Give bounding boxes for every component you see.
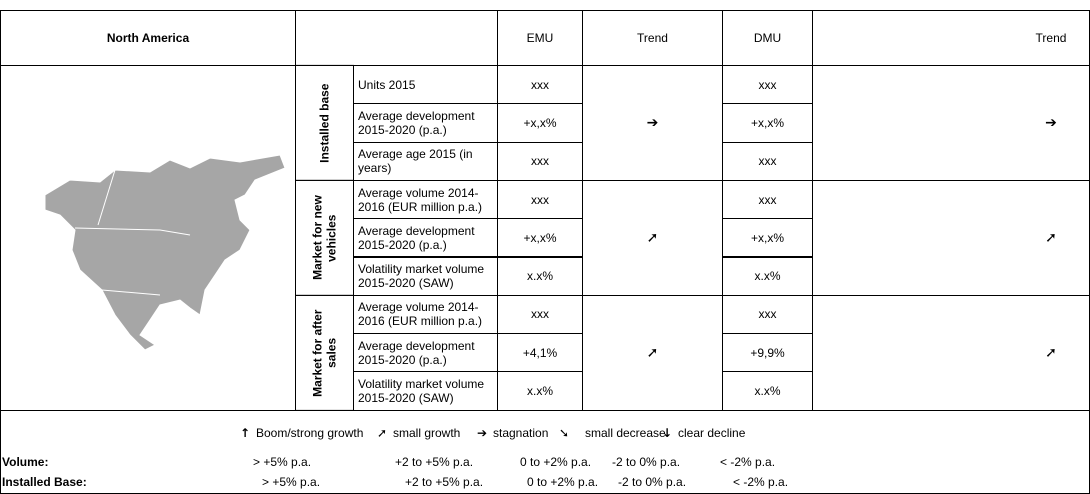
- emu-value: +x,x%: [497, 103, 583, 143]
- emu-value: xxx: [497, 141, 583, 181]
- item: Average development 2015-2020 (p.a.): [353, 218, 498, 258]
- header-column: Trend: [582, 10, 723, 66]
- item: Average volume 2014-2016 (EUR million p.…: [353, 179, 498, 220]
- emu-value: x.x%: [497, 371, 583, 411]
- dmu-value: xxx: [722, 179, 813, 220]
- legend-symbol: ➔: [477, 425, 488, 440]
- item: Average age 2015 (in years): [353, 141, 498, 181]
- dmu-value: xxx: [722, 294, 813, 335]
- legend-value: 0 to +2% p.a.: [527, 474, 599, 489]
- legend-row-label: Volume:: [2, 454, 49, 469]
- legend-value: > +5% p.a.: [253, 454, 312, 469]
- dmu-value: x.x%: [722, 256, 813, 296]
- dmu-value: +x,x%: [722, 103, 813, 143]
- emu-value: xxx: [497, 294, 583, 335]
- legend-text: stagnation: [493, 425, 549, 440]
- emu-value: xxx: [497, 65, 583, 105]
- legend-text: clear decline: [678, 425, 746, 440]
- legend-value: > +5% p.a.: [262, 474, 321, 489]
- legend-symbol: ↑: [240, 425, 251, 440]
- trend: ➚: [582, 294, 723, 411]
- legend-value: < -2% p.a.: [720, 454, 776, 469]
- dmu-value: +x,x%: [722, 218, 813, 258]
- dmu-value: +9,9%: [722, 333, 813, 373]
- legend-row-label: Installed Base:: [2, 474, 87, 489]
- item: Average development 2015-2020 (p.a.): [353, 103, 498, 143]
- legend-value: -2 to 0% p.a.: [618, 474, 687, 489]
- legend-symbol: ↓: [662, 425, 673, 440]
- legend-symbol: ➚: [377, 425, 388, 440]
- item: Units 2015: [353, 65, 498, 105]
- legend-text: small growth: [393, 425, 461, 440]
- header-region: North America: [0, 10, 296, 66]
- legend-value: < -2% p.a.: [733, 474, 789, 489]
- legend-text: small decrease: [585, 425, 666, 440]
- map: [44, 154, 286, 351]
- dmu-value: xxx: [722, 141, 813, 181]
- legend-value: 0 to +2% p.a.: [520, 454, 592, 469]
- legend-value: -2 to 0% p.a.: [612, 454, 681, 469]
- legend-symbol: ➘: [559, 425, 570, 440]
- legend-value: +2 to +5% p.a.: [395, 454, 474, 469]
- dmu-value: x.x%: [722, 371, 813, 411]
- dmu-value: xxx: [722, 65, 813, 105]
- header-blank: [295, 10, 498, 66]
- section-label: Installed base: [295, 65, 354, 181]
- emu-value: +x,x%: [497, 218, 583, 258]
- section-label: Market for new vehicles: [295, 179, 354, 296]
- item: Average development 2015-2020 (p.a.): [353, 333, 498, 373]
- trend: ➚: [812, 294, 1090, 411]
- item: Average volume 2014-2016 (EUR million p.…: [353, 294, 498, 335]
- emu-value: x.x%: [497, 256, 583, 296]
- emu-value: xxx: [497, 179, 583, 220]
- trend: ➚: [582, 179, 723, 296]
- header-column: Trend: [812, 10, 1090, 66]
- trend: ➔: [582, 65, 723, 181]
- legend-text: Boom/strong growth: [256, 425, 364, 440]
- item: Volatility market volume 2015-2020 (SAW): [353, 256, 498, 296]
- legend-value: +2 to +5% p.a.: [405, 474, 484, 489]
- emu-value: +4,1%: [497, 333, 583, 373]
- item: Volatility market volume 2015-2020 (SAW): [353, 371, 498, 411]
- section-label: Market for after sales: [295, 294, 354, 411]
- header-column: DMU: [722, 10, 813, 66]
- trend: ➚: [812, 179, 1090, 296]
- trend: ➔: [812, 65, 1090, 181]
- header-column: EMU: [497, 10, 583, 66]
